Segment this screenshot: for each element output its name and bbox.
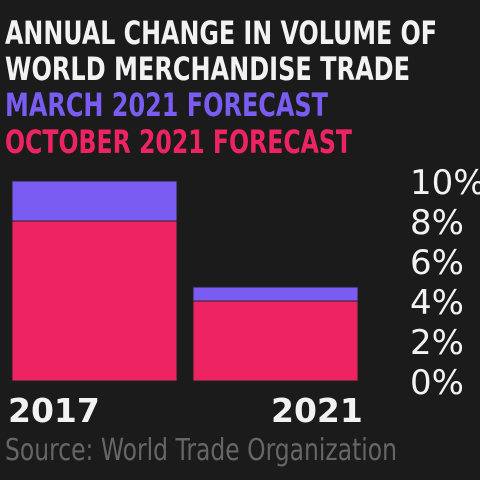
y-tick-label: 2% bbox=[410, 323, 464, 363]
legend-entry: OCTOBER 2021 FORECAST bbox=[5, 123, 352, 161]
bar bbox=[192, 300, 359, 382]
x-tick-label: 2021 bbox=[271, 391, 363, 430]
chart-title: ANNUAL CHANGE IN VOLUME OF bbox=[5, 14, 437, 52]
chart-title: WORLD MERCHANDISE TRADE bbox=[5, 50, 410, 88]
y-tick-label: 4% bbox=[410, 283, 464, 323]
x-tick-label: 2017 bbox=[8, 391, 100, 430]
y-tick-label: 0% bbox=[410, 363, 464, 403]
legend-entry: MARCH 2021 FORECAST bbox=[5, 86, 328, 124]
y-tick-label: 8% bbox=[410, 203, 464, 243]
y-tick-label: 6% bbox=[410, 243, 464, 283]
bar bbox=[11, 220, 178, 382]
y-tick-label: 10% bbox=[410, 163, 480, 203]
source: Source: World Trade Organization bbox=[5, 433, 397, 468]
